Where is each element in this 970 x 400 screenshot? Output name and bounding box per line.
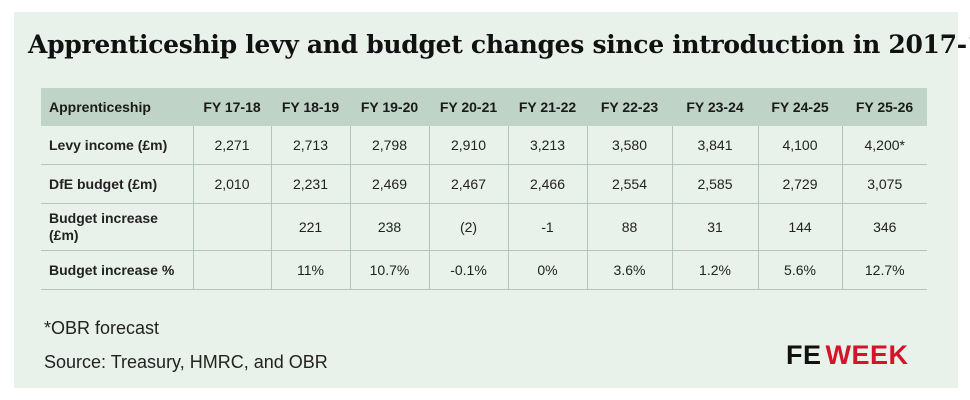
table-cell: 346 xyxy=(841,203,927,251)
column-header: FY 24-25 xyxy=(758,88,842,126)
table-cell: 5.6% xyxy=(757,250,842,290)
column-header: Apprenticeship xyxy=(41,88,193,126)
table-cell: 2,729 xyxy=(757,164,842,204)
table-cell: 3,075 xyxy=(841,164,927,204)
column-header: FY 23-24 xyxy=(672,88,758,126)
table-cell: 2,910 xyxy=(428,126,508,165)
table-cell: 238 xyxy=(349,203,429,251)
table-row: DfE budget (£m) 2,010 2,231 2,469 2,467 … xyxy=(41,164,927,204)
column-header: FY 25-26 xyxy=(842,88,927,126)
table-cell: 2,585 xyxy=(671,164,758,204)
table-cell: 221 xyxy=(270,203,350,251)
table-cell: 2,554 xyxy=(586,164,672,204)
column-header: FY 22-23 xyxy=(587,88,672,126)
column-header: FY 18-19 xyxy=(271,88,350,126)
table-cell: 2,466 xyxy=(507,164,587,204)
footnote: *OBR forecast xyxy=(44,318,160,338)
table-cell: 3,841 xyxy=(671,126,758,165)
table-cell: (2) xyxy=(428,203,508,251)
table-cell xyxy=(192,250,271,290)
table-cell: 2,469 xyxy=(349,164,429,204)
table-cell: 3.6% xyxy=(586,250,672,290)
table-cell: 2,010 xyxy=(192,164,271,204)
table-cell: -0.1% xyxy=(428,250,508,290)
table-cell xyxy=(192,203,271,251)
table-cell: 4,200* xyxy=(841,126,927,165)
table-cell: 10.7% xyxy=(349,250,429,290)
table-cell: 1.2% xyxy=(671,250,758,290)
table-row: Budget increase (£m) 221 238 (2) -1 88 3… xyxy=(41,203,927,251)
table-cell: 31 xyxy=(671,203,758,251)
table-row: Levy income (£m) 2,271 2,713 2,798 2,910… xyxy=(41,126,927,165)
table-cell: 88 xyxy=(586,203,672,251)
row-label: DfE budget (£m) xyxy=(41,164,193,204)
table-cell: 2,798 xyxy=(349,126,429,165)
table-row: Budget increase % 11% 10.7% -0.1% 0% 3.6… xyxy=(41,250,927,290)
table-cell: 2,713 xyxy=(270,126,350,165)
table-cell: 0% xyxy=(507,250,587,290)
row-label: Levy income (£m) xyxy=(41,126,193,165)
logo-week: WEEK xyxy=(825,340,909,370)
table-cell: 2,467 xyxy=(428,164,508,204)
column-header: FY 21-22 xyxy=(508,88,587,126)
table-cell: 12.7% xyxy=(841,250,927,290)
table-cell: 144 xyxy=(757,203,842,251)
table-cell: 4,100 xyxy=(757,126,842,165)
column-header: FY 20-21 xyxy=(429,88,508,126)
table-cell: 11% xyxy=(270,250,350,290)
source-note: Source: Treasury, HMRC, and OBR xyxy=(44,352,328,372)
table-cell: 2,271 xyxy=(192,126,271,165)
table-cell: -1 xyxy=(507,203,587,251)
data-table: Apprenticeship FY 17-18 FY 18-19 FY 19-2… xyxy=(41,88,927,290)
column-header: FY 17-18 xyxy=(193,88,271,126)
table-header-row: Apprenticeship FY 17-18 FY 18-19 FY 19-2… xyxy=(41,88,927,126)
row-label: Budget increase (£m) xyxy=(41,203,193,251)
column-header: FY 19-20 xyxy=(350,88,429,126)
fe-week-logo: FE WEEK xyxy=(786,340,909,371)
table-cell: 3,213 xyxy=(507,126,587,165)
chart-title: Apprenticeship levy and budget changes s… xyxy=(28,30,970,59)
row-label: Budget increase % xyxy=(41,250,193,290)
table-cell: 2,231 xyxy=(270,164,350,204)
table-cell: 3,580 xyxy=(586,126,672,165)
logo-fe: FE xyxy=(786,340,822,370)
